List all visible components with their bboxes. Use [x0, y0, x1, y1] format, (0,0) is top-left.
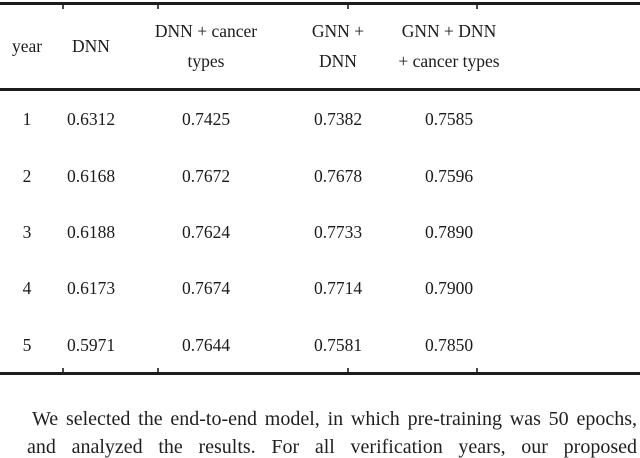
- table-row: 5 0.5971 0.7644 0.7581 0.7850: [0, 317, 640, 373]
- cell-dnn: 0.6188: [66, 221, 116, 242]
- cell-dnn-cancer: 0.7674: [181, 278, 231, 299]
- table-row: 1 0.6312 0.7425 0.7382 0.7585: [0, 91, 640, 147]
- cell-dnn: 0.6173: [66, 278, 116, 299]
- cell-dnn-cancer: 0.7624: [181, 221, 231, 242]
- table-top-rule: [0, 1, 640, 5]
- cell-year: 2: [22, 165, 32, 186]
- table-row: 4 0.6173 0.7674 0.7714 0.7900: [0, 260, 640, 316]
- cell-year: 5: [22, 334, 32, 355]
- column-header-dnn-cancer-types: DNN + cancer types: [128, 16, 284, 76]
- cell-gnn-dnn-cancer: 0.7585: [424, 109, 474, 130]
- column-header-dnn: DNN: [54, 31, 128, 61]
- table-header-rule: [0, 87, 640, 91]
- table-body: 1 0.6312 0.7425 0.7382 0.7585 2 0.6168 0…: [0, 91, 640, 373]
- cell-gnn-dnn-cancer: 0.7596: [424, 165, 474, 186]
- column-tick: [157, 367, 159, 372]
- column-header-label-line1: DNN + cancer: [154, 21, 258, 41]
- column-header-label-line2: + cancer types: [398, 51, 500, 71]
- cell-gnn-dnn-cancer: 0.7850: [424, 334, 474, 355]
- cell-year: 1: [22, 109, 32, 130]
- cell-dnn-cancer: 0.7672: [181, 165, 231, 186]
- cell-gnn-dnn: 0.7382: [313, 109, 363, 130]
- table-row: 3 0.6188 0.7624 0.7733 0.7890: [0, 204, 640, 260]
- cell-year: 4: [22, 278, 32, 299]
- cell-dnn: 0.6168: [66, 165, 116, 186]
- body-paragraph: We selected the end-to-end model, in whi…: [27, 405, 637, 458]
- column-header-year: year: [0, 31, 54, 61]
- column-tick: [62, 367, 64, 372]
- column-tick: [157, 4, 159, 9]
- cell-gnn-dnn-cancer: 0.7900: [424, 278, 474, 299]
- column-tick: [347, 367, 349, 372]
- paragraph-line: and analyzed the results. For all verifi…: [27, 436, 637, 458]
- column-header-gnn-dnn-cancer-types: GNN + DNN + cancer types: [392, 16, 506, 76]
- cell-gnn-dnn: 0.7678: [313, 165, 363, 186]
- cell-dnn-cancer: 0.7644: [181, 334, 231, 355]
- column-header-label-line1: GNN + DNN: [401, 21, 497, 41]
- column-header-label-line2: types: [187, 51, 225, 71]
- table-row: 2 0.6168 0.7672 0.7678 0.7596: [0, 147, 640, 203]
- paragraph-line: We selected the end-to-end model, in whi…: [32, 408, 637, 430]
- table-bottom-rule: [0, 371, 640, 375]
- column-header-gnn-dnn: GNN + DNN: [284, 16, 392, 76]
- cell-year: 3: [22, 221, 32, 242]
- column-tick: [62, 4, 64, 9]
- column-tick: [476, 4, 478, 9]
- column-tick: [347, 4, 349, 9]
- cell-gnn-dnn-cancer: 0.7890: [424, 221, 474, 242]
- cell-gnn-dnn: 0.7733: [313, 221, 363, 242]
- cell-gnn-dnn: 0.7581: [313, 334, 363, 355]
- cell-dnn: 0.5971: [66, 334, 116, 355]
- cell-dnn-cancer: 0.7425: [181, 109, 231, 130]
- column-header-label-line1: GNN +: [311, 21, 365, 41]
- cell-dnn: 0.6312: [66, 109, 116, 130]
- column-header-label: year: [11, 36, 43, 56]
- column-header-label: DNN: [72, 36, 110, 56]
- column-tick: [476, 367, 478, 372]
- column-header-label-line2: DNN: [319, 51, 357, 71]
- cell-gnn-dnn: 0.7714: [313, 278, 363, 299]
- table-header-row: year DNN DNN + cancer types GNN + DNN GN…: [0, 5, 640, 87]
